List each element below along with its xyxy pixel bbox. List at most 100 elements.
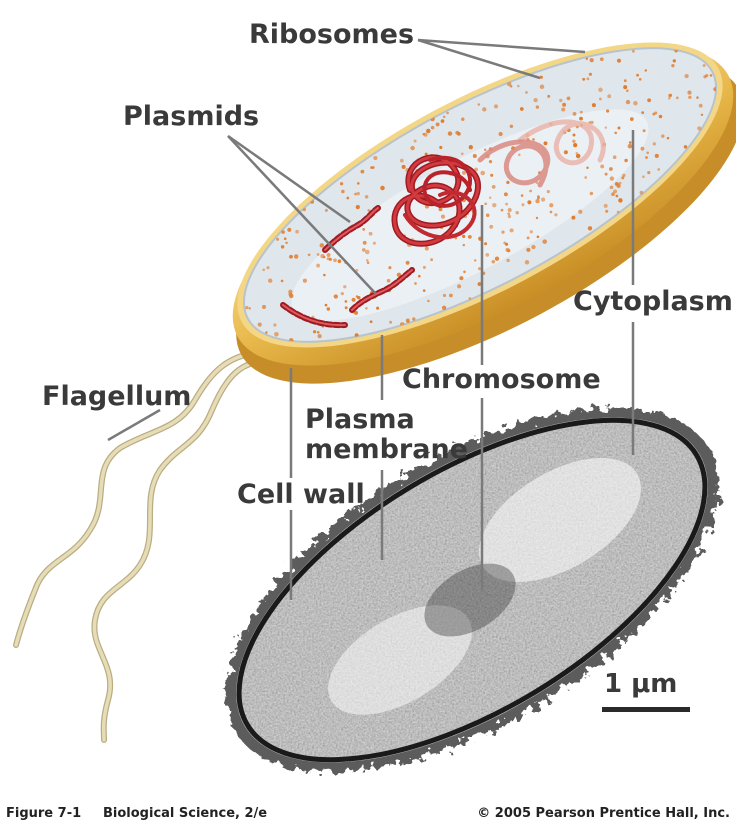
ribosome-dot bbox=[388, 266, 392, 270]
ribosome-dot bbox=[343, 285, 347, 289]
ribosome-dot bbox=[517, 84, 520, 88]
ribosome-dot bbox=[501, 230, 505, 234]
ribosome-dot bbox=[357, 295, 361, 300]
ribosome-dot bbox=[668, 93, 672, 98]
ribosome-dot bbox=[461, 170, 467, 175]
ribosome-dot bbox=[461, 117, 465, 121]
ribosome-dot bbox=[498, 131, 503, 137]
ribosome-dot bbox=[412, 317, 416, 321]
label-plasma-membrane-line1: Plasma bbox=[305, 404, 415, 435]
ribosome-dot bbox=[355, 205, 360, 210]
ribosome-dot bbox=[280, 279, 284, 283]
ribosome-dot bbox=[605, 209, 609, 213]
ribosome-dot bbox=[484, 242, 488, 246]
ribosome-dot bbox=[507, 212, 511, 216]
ribosome-dot bbox=[599, 97, 602, 101]
ribosome-dot bbox=[605, 109, 610, 113]
ribosome-dot bbox=[549, 210, 553, 214]
leader-lines bbox=[107, 38, 635, 600]
ribosome-dot bbox=[478, 267, 482, 271]
ribosome-dot bbox=[474, 167, 479, 172]
ribosome-dot bbox=[525, 91, 528, 94]
ribosome-dot bbox=[463, 270, 466, 274]
ribosome-dot bbox=[368, 231, 373, 236]
ribosome-dot bbox=[367, 209, 371, 212]
ribosome-dot bbox=[493, 104, 499, 109]
ribosome-dot bbox=[658, 114, 663, 119]
ribosome-dot bbox=[280, 245, 285, 249]
ribosome-dot bbox=[622, 173, 626, 178]
ribosome-dot bbox=[459, 276, 464, 281]
ribosome-dot bbox=[361, 248, 366, 252]
ribosome-dot bbox=[614, 131, 617, 135]
ribosome-dot bbox=[652, 112, 656, 116]
ribosome-dot bbox=[357, 182, 360, 185]
ribosome-dot bbox=[652, 142, 656, 146]
ribosome-dot bbox=[529, 230, 533, 234]
ribosome-dot bbox=[646, 151, 649, 155]
ribosome-dot bbox=[584, 176, 588, 179]
ribosome-dot bbox=[422, 265, 426, 269]
ribosome-dot bbox=[316, 253, 320, 256]
ribosome-dot bbox=[654, 153, 659, 158]
ribosome-dot bbox=[418, 274, 421, 278]
ribosome-dot bbox=[702, 64, 706, 67]
ribosome-dot bbox=[627, 143, 633, 149]
ribosome-dot bbox=[616, 210, 620, 214]
ribosome-dot bbox=[609, 185, 614, 190]
ribosome-dot bbox=[474, 259, 477, 262]
ribosome-dot bbox=[531, 245, 536, 250]
ribosome-dot bbox=[344, 300, 348, 303]
ribosome-dot bbox=[642, 129, 646, 133]
ribosome-dot bbox=[671, 64, 675, 68]
scale-bar bbox=[602, 707, 690, 712]
ribosome-dot bbox=[274, 332, 279, 337]
ribosome-dot bbox=[697, 126, 702, 131]
ribosome-dot bbox=[281, 230, 285, 234]
ribosome-dot bbox=[344, 306, 348, 310]
ribosome-dot bbox=[396, 272, 402, 277]
ribosome-dot bbox=[509, 124, 514, 129]
ribosome-dot bbox=[401, 164, 406, 169]
ribosome-dot bbox=[590, 120, 594, 125]
ribosome-dot bbox=[503, 241, 507, 245]
ribosome-dot bbox=[449, 293, 453, 298]
ribosome-dot bbox=[536, 235, 540, 239]
ribosome-dot bbox=[312, 330, 317, 334]
ribosome-dot bbox=[288, 292, 293, 297]
ribosome-dot bbox=[519, 107, 524, 111]
ribosome-dot bbox=[414, 282, 417, 285]
ribosome-dot bbox=[657, 168, 661, 171]
ribosome-dot bbox=[362, 240, 367, 245]
ribosome-dot bbox=[386, 278, 391, 283]
ribosome-dot bbox=[617, 126, 621, 130]
ribosome-dot bbox=[575, 153, 581, 159]
ribosome-dot bbox=[319, 243, 325, 248]
ribosome-dot bbox=[698, 103, 703, 108]
ribosome-dot bbox=[546, 190, 550, 194]
ribosome-dot bbox=[629, 117, 634, 121]
ribosome-dot bbox=[623, 85, 628, 90]
ribosome-dot bbox=[354, 192, 357, 196]
ribosome-dot bbox=[333, 258, 337, 263]
ribosome-dot bbox=[588, 72, 592, 76]
ribosome-dot bbox=[644, 69, 648, 72]
ribosome-dot bbox=[399, 158, 404, 163]
ribosome-dot bbox=[455, 130, 460, 135]
ribosome-dot bbox=[442, 115, 446, 119]
ribosome-dot bbox=[520, 194, 524, 197]
ribosome-dot bbox=[435, 122, 440, 127]
ribosome-dot bbox=[572, 112, 577, 116]
ribosome-dot bbox=[506, 81, 512, 87]
ribosome-dot bbox=[491, 259, 496, 264]
ribosome-dot bbox=[616, 183, 621, 188]
ribosome-dot bbox=[521, 203, 525, 207]
ribosome-dot bbox=[621, 176, 625, 180]
ribosome-dot bbox=[640, 146, 645, 151]
ribosome-dot bbox=[323, 273, 326, 277]
ribosome-dot bbox=[571, 215, 576, 220]
ribosome-dot bbox=[302, 278, 307, 283]
ribosome-dot bbox=[539, 84, 545, 90]
ribosome-dot bbox=[666, 136, 670, 140]
ribosome-dot bbox=[422, 133, 425, 136]
